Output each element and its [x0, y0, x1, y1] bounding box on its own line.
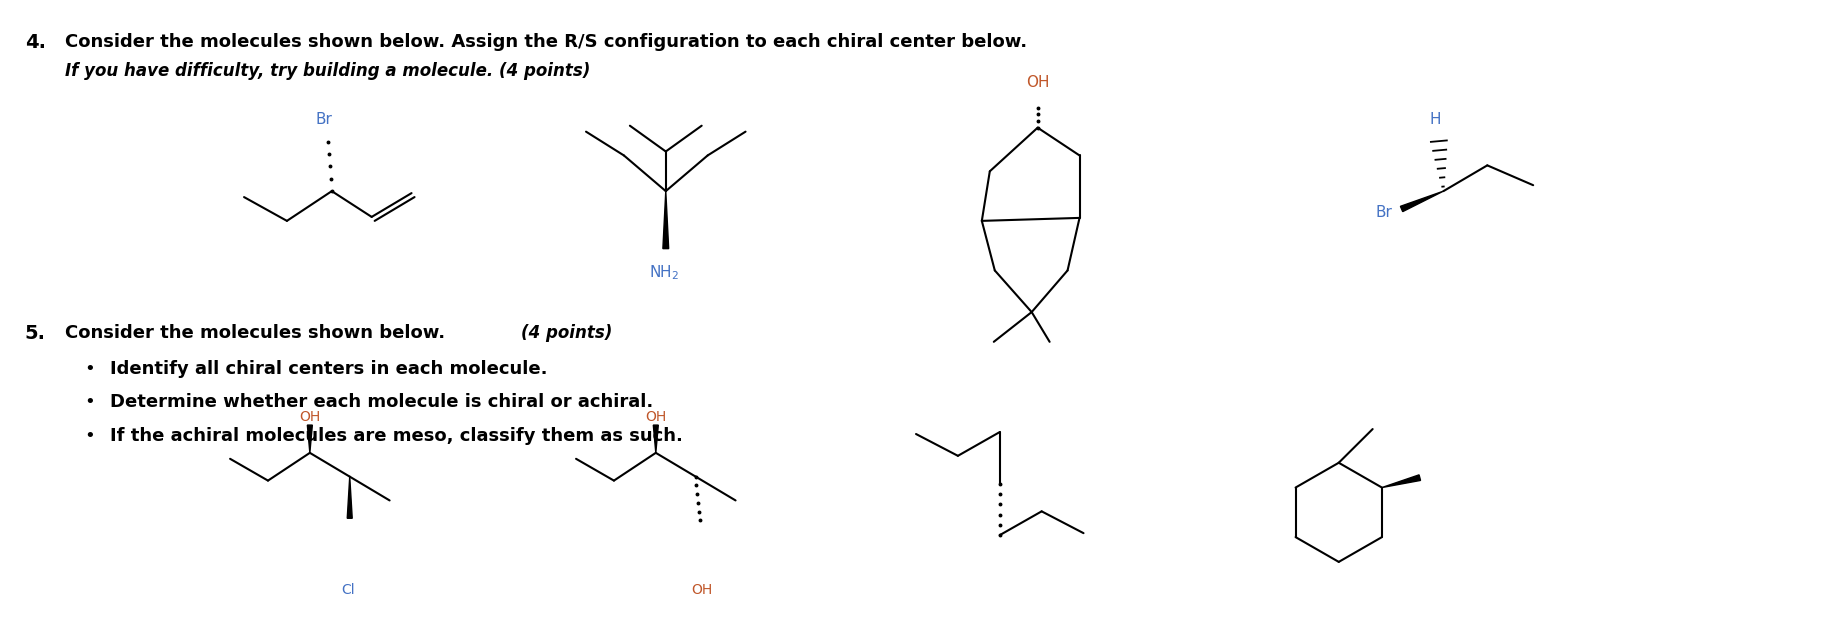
Text: OH: OH	[299, 410, 320, 424]
Polygon shape	[1382, 475, 1421, 487]
Text: H: H	[1430, 112, 1441, 127]
Polygon shape	[307, 425, 312, 453]
Text: NH$_2$: NH$_2$	[649, 263, 678, 282]
Text: OH: OH	[1026, 74, 1050, 90]
Text: Br: Br	[316, 112, 333, 127]
Text: Determine whether each molecule is chiral or achiral.: Determine whether each molecule is chira…	[111, 394, 654, 412]
Polygon shape	[347, 476, 353, 518]
Polygon shape	[654, 425, 658, 453]
Text: Cl: Cl	[340, 583, 355, 596]
Polygon shape	[1401, 191, 1443, 212]
Text: OH: OH	[645, 410, 667, 424]
Text: If you have difficulty, try building a molecule. (4 points): If you have difficulty, try building a m…	[65, 62, 590, 80]
Text: •: •	[85, 394, 96, 412]
Text: If the achiral molecules are meso, classify them as such.: If the achiral molecules are meso, class…	[111, 427, 684, 445]
Text: Identify all chiral centers in each molecule.: Identify all chiral centers in each mole…	[111, 360, 549, 377]
Polygon shape	[663, 191, 669, 248]
Text: •: •	[85, 360, 96, 377]
Text: •: •	[85, 427, 96, 445]
Text: (4 points): (4 points)	[521, 324, 612, 342]
Text: 5.: 5.	[24, 324, 46, 343]
Text: Consider the molecules shown below.: Consider the molecules shown below.	[65, 324, 451, 342]
Text: Br: Br	[1375, 205, 1392, 220]
Text: Consider the molecules shown below. Assign the R/S configuration to each chiral : Consider the molecules shown below. Assi…	[65, 33, 1027, 51]
Text: OH: OH	[691, 583, 711, 596]
Text: 4.: 4.	[24, 33, 46, 51]
